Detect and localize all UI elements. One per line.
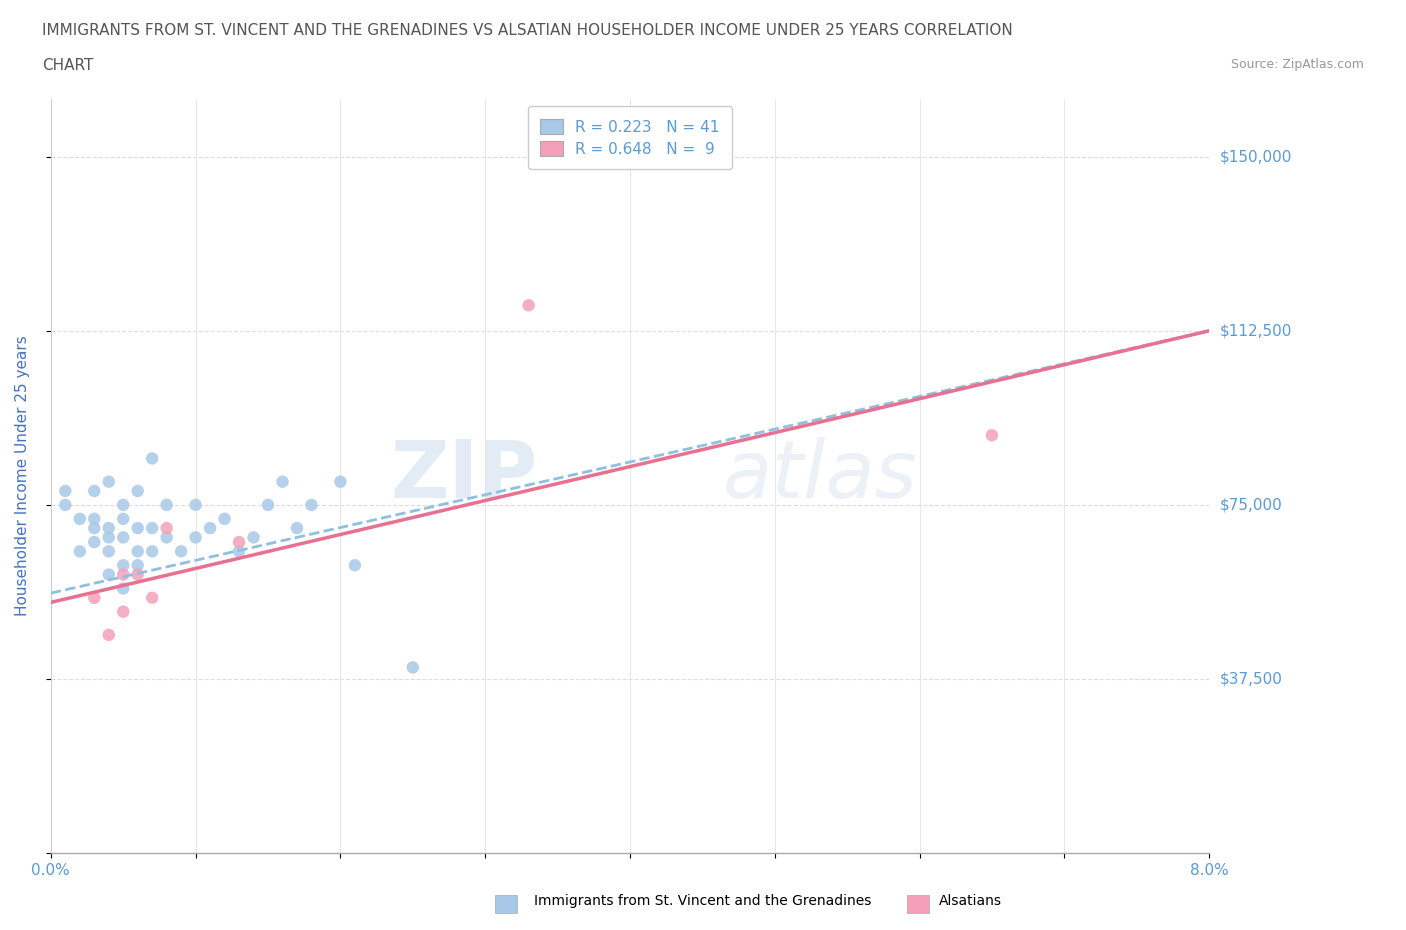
Point — [242, 530, 264, 545]
Point — [198, 521, 221, 536]
Point — [69, 544, 91, 559]
Point — [83, 521, 105, 536]
Point — [53, 484, 76, 498]
Point — [97, 530, 120, 545]
Point — [184, 530, 207, 545]
Point — [53, 498, 76, 512]
Point — [83, 591, 105, 605]
Text: $75,000: $75,000 — [1220, 498, 1282, 512]
Point — [517, 298, 540, 312]
Point — [271, 474, 294, 489]
Point — [69, 512, 91, 526]
Point — [156, 530, 179, 545]
Text: Immigrants from St. Vincent and the Grenadines: Immigrants from St. Vincent and the Gren… — [534, 894, 872, 908]
Point — [112, 558, 135, 573]
Point — [301, 498, 323, 512]
Point — [257, 498, 280, 512]
Point — [184, 498, 207, 512]
Text: Alsatians: Alsatians — [939, 894, 1001, 908]
Point — [285, 521, 308, 536]
Point — [228, 544, 250, 559]
Point — [402, 660, 425, 675]
Point — [141, 521, 163, 536]
Point — [112, 567, 135, 582]
Text: $112,500: $112,500 — [1220, 324, 1292, 339]
Text: $150,000: $150,000 — [1220, 149, 1292, 165]
Point — [127, 558, 149, 573]
Point — [156, 521, 179, 536]
Point — [127, 544, 149, 559]
Point — [329, 474, 352, 489]
Point — [980, 428, 1002, 443]
Point — [141, 544, 163, 559]
Point — [141, 451, 163, 466]
Point — [112, 604, 135, 619]
Text: IMMIGRANTS FROM ST. VINCENT AND THE GRENADINES VS ALSATIAN HOUSEHOLDER INCOME UN: IMMIGRANTS FROM ST. VINCENT AND THE GREN… — [42, 23, 1012, 38]
Point — [97, 567, 120, 582]
Point — [83, 535, 105, 550]
Point — [127, 521, 149, 536]
Text: Source: ZipAtlas.com: Source: ZipAtlas.com — [1230, 58, 1364, 71]
Point — [156, 498, 179, 512]
Point — [97, 521, 120, 536]
Point — [214, 512, 236, 526]
Point — [170, 544, 193, 559]
Y-axis label: Householder Income Under 25 years: Householder Income Under 25 years — [15, 336, 30, 617]
Point — [97, 474, 120, 489]
Point — [141, 591, 163, 605]
Point — [343, 558, 366, 573]
Point — [97, 628, 120, 643]
Point — [97, 544, 120, 559]
Text: $37,500: $37,500 — [1220, 671, 1284, 686]
Point — [83, 484, 105, 498]
Text: atlas: atlas — [723, 437, 917, 515]
Point — [112, 530, 135, 545]
Point — [127, 484, 149, 498]
Text: ZIP: ZIP — [389, 437, 537, 515]
Point — [228, 535, 250, 550]
Point — [112, 512, 135, 526]
Point — [112, 498, 135, 512]
Legend: R = 0.223   N = 41, R = 0.648   N =  9: R = 0.223 N = 41, R = 0.648 N = 9 — [529, 106, 733, 169]
Point — [112, 581, 135, 596]
Point — [127, 567, 149, 582]
Text: CHART: CHART — [42, 58, 94, 73]
Point — [83, 512, 105, 526]
